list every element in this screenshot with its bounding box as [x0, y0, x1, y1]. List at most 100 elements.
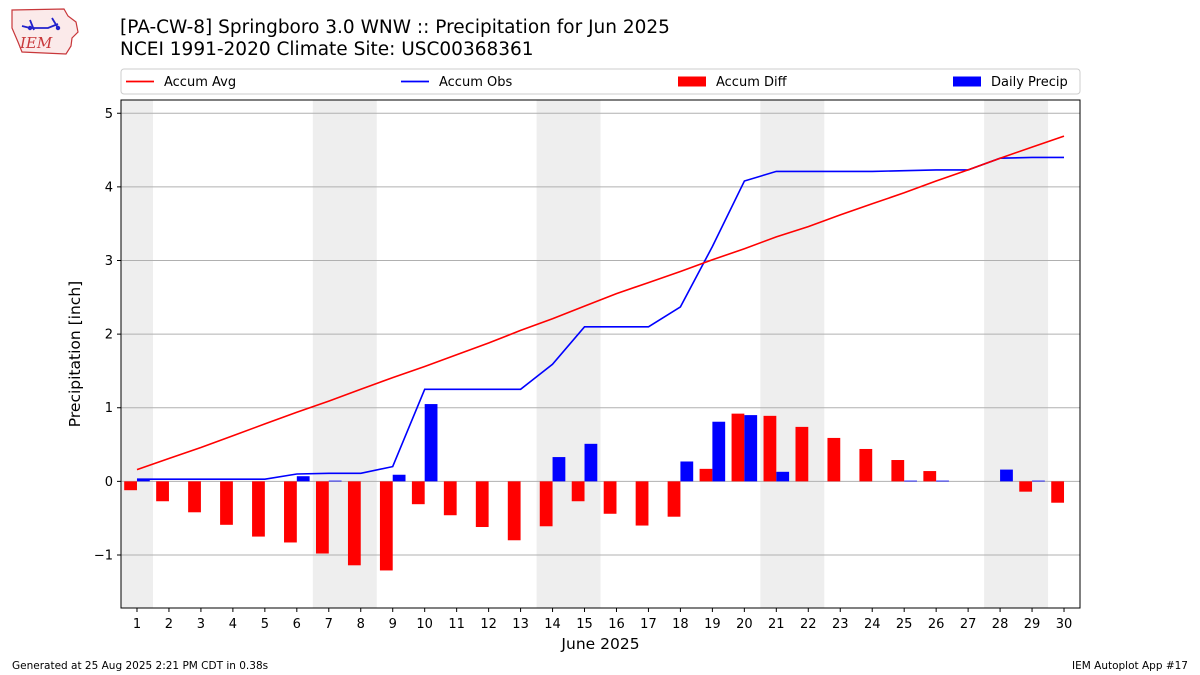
accum-diff-bar: [156, 481, 169, 502]
x-tick-label: 17: [640, 617, 657, 632]
x-tick-label: 23: [832, 617, 849, 632]
accum-diff-bar: [571, 481, 585, 502]
x-tick-label: 7: [325, 617, 333, 632]
x-tick-label: 22: [800, 617, 817, 632]
x-tick-label: 13: [512, 617, 529, 632]
legend-daily-precip-label: Daily Precip: [991, 75, 1068, 90]
daily-precip-bar: [296, 476, 310, 482]
x-tick-label: 8: [357, 617, 365, 632]
accum-diff-bar: [891, 460, 905, 482]
x-tick-label: 18: [672, 617, 689, 632]
chart-title: [PA-CW-8] Springboro 3.0 WNW :: Precipit…: [120, 17, 670, 61]
x-tick-label: 12: [480, 617, 497, 632]
accum-diff-bar: [1051, 481, 1065, 503]
accum-diff-bar: [763, 415, 777, 482]
daily-precip-bar: [776, 471, 790, 482]
generated-timestamp: Generated at 25 Aug 2025 2:21 PM CDT in …: [12, 660, 269, 672]
title-line-2: NCEI 1991-2020 Climate Site: USC00368361: [120, 39, 534, 60]
y-tick-label: 5: [105, 107, 113, 122]
accum-diff-bar: [795, 426, 809, 482]
x-tick-label: 11: [448, 617, 465, 632]
x-tick-label: 19: [704, 617, 721, 632]
accum-diff-bar: [635, 481, 649, 526]
accum-obs-line: [137, 156, 1064, 481]
accum-diff-bar: [347, 481, 361, 566]
accum-diff-bar: [667, 481, 681, 517]
weekend-band: [536, 100, 601, 608]
daily-precip-bar: [328, 480, 342, 482]
accum-avg-line: [136, 135, 1065, 471]
x-tick-label: 14: [544, 617, 561, 632]
y-tick-label: 0: [105, 475, 113, 490]
daily-precip-bar: [584, 443, 598, 482]
accum-diff-bar: [507, 481, 521, 541]
accum-diff-bar: [379, 481, 393, 571]
daily-precip-bar: [552, 457, 566, 482]
x-tick-label: 20: [736, 617, 753, 632]
x-tick-label: 9: [389, 617, 397, 632]
weekend-band: [984, 100, 1049, 608]
x-tick-label: 5: [261, 617, 269, 632]
app-credit: IEM Autoplot App #17: [1072, 660, 1188, 672]
x-tick-label: 29: [1024, 617, 1041, 632]
accum-diff-bar: [1019, 481, 1033, 492]
legend-accum-avg-label: Accum Avg: [164, 75, 236, 90]
x-tick-label: 16: [608, 617, 625, 632]
x-axis-label: June 2025: [560, 635, 639, 653]
legend-accum-diff-swatch: [678, 76, 706, 87]
accum-diff-bar: [827, 437, 841, 482]
accum-diff-bar: [188, 481, 201, 513]
svg-text:IEM: IEM: [19, 34, 53, 52]
accum-diff-bar: [315, 481, 329, 554]
accum-diff-bar: [603, 481, 617, 514]
daily-precip-bar: [744, 415, 758, 482]
x-tick-label: 28: [992, 617, 1009, 632]
daily-precip-bar: [904, 480, 917, 482]
x-tick-label: 30: [1056, 617, 1073, 632]
daily-precip-bar: [1000, 469, 1013, 482]
daily-precip-bar: [392, 474, 406, 482]
accum-diff-bar: [411, 481, 425, 505]
x-tick-label: 10: [416, 617, 433, 632]
accum-diff-bar: [124, 481, 137, 491]
x-tick-label: 1: [133, 617, 141, 632]
legend-box: [120, 68, 1081, 95]
y-axis-label: Precipitation [inch]: [66, 281, 84, 427]
daily-precip-bar: [1032, 480, 1045, 482]
x-tick-label: 15: [576, 617, 593, 632]
legend-accum-diff-label: Accum Diff: [716, 75, 788, 90]
x-tick-label: 27: [960, 617, 977, 632]
legend-accum-obs-label: Accum Obs: [439, 75, 512, 90]
title-line-1: [PA-CW-8] Springboro 3.0 WNW :: Precipit…: [120, 17, 670, 38]
x-tick-label: 2: [165, 617, 173, 632]
weekend-band: [121, 100, 153, 608]
daily-precip-bar: [680, 461, 694, 482]
daily-precip-bar: [936, 480, 949, 482]
daily-precip-bar: [712, 421, 726, 482]
weekend-band: [760, 100, 825, 608]
y-tick-label: 2: [105, 328, 113, 343]
x-tick-label: 4: [229, 617, 237, 632]
accum-diff-bar: [731, 413, 745, 482]
accum-diff-bar: [699, 468, 713, 482]
x-tick-label: 25: [896, 617, 913, 632]
x-tick-label: 24: [864, 617, 881, 632]
x-tick-label: 21: [768, 617, 785, 632]
accum-diff-bar: [859, 448, 873, 482]
accum-diff-bar: [284, 481, 297, 543]
plot-frame: [120, 99, 1081, 609]
x-tick-label: 3: [197, 617, 205, 632]
x-tick-label: 6: [293, 617, 301, 632]
x-tick-label: 26: [928, 617, 945, 632]
accum-diff-bar: [220, 481, 233, 525]
legend-daily-precip-swatch: [953, 76, 981, 87]
accum-diff-bar: [923, 471, 937, 482]
accum-diff-bar: [443, 481, 457, 516]
accum-diff-bar: [252, 481, 265, 537]
accum-diff-bar: [475, 481, 489, 528]
accum-diff-bar: [539, 481, 553, 527]
y-tick-label: 3: [105, 254, 113, 269]
y-tick-label: 1: [105, 401, 113, 416]
iem-logo: IEM: [11, 8, 79, 55]
